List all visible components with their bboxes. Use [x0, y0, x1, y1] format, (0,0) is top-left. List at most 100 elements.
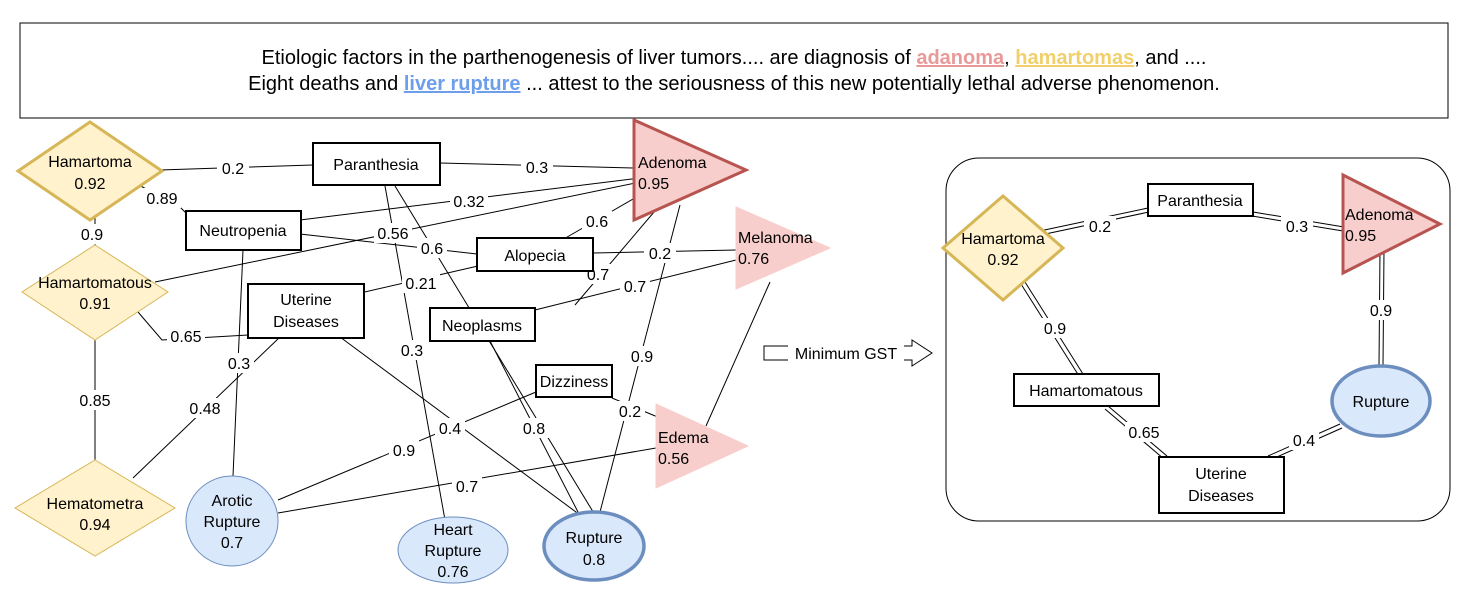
edge-label: 0.4 [1293, 433, 1315, 450]
svg-text:0.94: 0.94 [79, 517, 110, 534]
edge-label: 0.3 [526, 160, 548, 177]
node-melanoma[interactable]: Melanoma 0.76 [735, 206, 832, 290]
node-neoplasms[interactable]: Neoplasms [429, 307, 536, 342]
arrow-label: Minimum GST [795, 346, 897, 363]
svg-text:0.95: 0.95 [1345, 228, 1376, 245]
edge-label: 0.7 [456, 479, 478, 496]
sentence-box [19, 22, 1449, 119]
svg-text:Neoplasms: Neoplasms [442, 318, 522, 335]
edge-label: 0.2 [1089, 219, 1111, 236]
highlight-adanoma: adanoma [916, 47, 1005, 69]
svg-text:Arotic: Arotic [212, 493, 253, 510]
svg-text:Paranthesia: Paranthesia [1157, 193, 1242, 210]
edge-label: 0.6 [586, 214, 608, 231]
svg-text:Alopecia: Alopecia [504, 248, 565, 265]
edge-label: 0.85 [79, 393, 110, 410]
node-r-adenoma[interactable]: Adenoma 0.95 [1341, 172, 1444, 276]
node-arotic-rupture[interactable]: Arotic Rupture 0.7 [185, 475, 279, 567]
svg-text:Heart: Heart [433, 522, 473, 539]
svg-text:0.76: 0.76 [437, 564, 468, 581]
edge-label: 0.2 [222, 161, 244, 178]
highlight-hamartomas: hamartomas [1015, 47, 1134, 69]
edge-label: 0.9 [631, 349, 653, 366]
node-paranthesia[interactable]: Paranthesia [312, 142, 441, 186]
svg-text:Hematometra: Hematometra [47, 496, 144, 513]
svg-text:Rupture: Rupture [566, 530, 623, 547]
left-graph-nodes: Hamartoma 0.92 Hamartomatous 0.91 Hemato… [14, 117, 832, 584]
svg-text:0.8: 0.8 [583, 552, 605, 569]
svg-text:0.7: 0.7 [221, 535, 243, 552]
node-r-hamartomatous[interactable]: Hamartomatous [1013, 373, 1160, 407]
node-r-hamartoma[interactable]: Hamartoma 0.92 [940, 194, 1066, 302]
edge-neutropenia-alopecia [299, 233, 478, 255]
node-rupture[interactable]: Rupture 0.8 [542, 510, 646, 582]
edge-label: 0.9 [393, 443, 415, 460]
edge-label: 0.32 [453, 194, 484, 211]
edge-label: 0.2 [619, 404, 641, 421]
node-hematometra[interactable]: Hematometra 0.94 [14, 459, 176, 557]
svg-text:Hamartoma: Hamartoma [961, 231, 1045, 248]
sentence-line-2: Eight deaths and liver rupture ... attes… [248, 73, 1220, 95]
node-heart-rupture[interactable]: Heart Rupture 0.76 [397, 516, 509, 584]
svg-text:Diseases: Diseases [1188, 488, 1254, 505]
node-adenoma[interactable]: Adenoma 0.95 [632, 117, 750, 223]
svg-text:Paranthesia: Paranthesia [333, 157, 418, 174]
edge-label: 0.65 [170, 329, 201, 346]
svg-text:0.76: 0.76 [738, 251, 769, 268]
edge-label: 0.3 [1286, 219, 1308, 236]
svg-text:Hamartoma: Hamartoma [48, 154, 132, 171]
node-hamartoma[interactable]: Hamartoma 0.92 [15, 120, 165, 222]
right-graph-nodes: Hamartoma 0.92 Paranthesia Adenoma 0.95 … [940, 172, 1444, 514]
svg-text:Neutropenia: Neutropenia [199, 223, 286, 240]
edge-label: 0.9 [1044, 321, 1066, 338]
svg-text:Hamartomatous: Hamartomatous [1029, 383, 1143, 400]
node-dizziness[interactable]: Dizziness [535, 364, 613, 398]
svg-text:Adenoma: Adenoma [638, 155, 707, 172]
node-uterine-diseases[interactable]: Uterine Diseases [247, 283, 365, 339]
svg-text:0.95: 0.95 [638, 176, 669, 193]
edge-label: 0.9 [81, 227, 103, 244]
edge-label: 0.21 [405, 276, 436, 293]
svg-text:Hamartomatous: Hamartomatous [38, 275, 152, 292]
edge-label: 0.9 [1370, 303, 1392, 320]
right-graph-edge-labels: 0.2 0.3 0.9 0.9 0.65 0.4 [1040, 216, 1396, 450]
edge-label: 0.8 [523, 421, 545, 438]
svg-text:Melanoma: Melanoma [738, 230, 813, 247]
node-edema[interactable]: Edema 0.56 [655, 403, 750, 489]
edge-label: 0.65 [1128, 425, 1159, 442]
edge-neoplasms-adenoma [574, 204, 661, 306]
sentence-line-1: Etiologic factors in the parthenogenesis… [262, 47, 1207, 69]
svg-text:0.92: 0.92 [74, 176, 105, 193]
svg-text:Adenoma: Adenoma [1345, 207, 1414, 224]
edge-label: 0.6 [421, 241, 443, 258]
svg-text:0.91: 0.91 [79, 296, 110, 313]
result-container [945, 157, 1451, 522]
svg-text:Diseases: Diseases [273, 314, 339, 331]
svg-text:Rupture: Rupture [1353, 394, 1410, 411]
edge-label: 0.48 [189, 401, 220, 418]
edge-label: 0.4 [439, 421, 461, 438]
node-r-paranthesia[interactable]: Paranthesia [1147, 183, 1254, 217]
edge-label: 0.7 [624, 279, 646, 296]
edge-label: 0.89 [146, 191, 177, 208]
svg-text:Uterine: Uterine [1195, 466, 1247, 483]
svg-text:Uterine: Uterine [280, 292, 332, 309]
svg-text:Dizziness: Dizziness [540, 374, 608, 391]
svg-text:Edema: Edema [658, 430, 709, 447]
node-r-uterine-diseases[interactable]: Uterine Diseases [1158, 456, 1285, 514]
edge-hamartomatous-uterine [131, 304, 249, 341]
node-neutropenia[interactable]: Neutropenia [185, 210, 302, 251]
edge-label: 0.2 [649, 246, 671, 263]
svg-text:0.92: 0.92 [987, 252, 1018, 269]
left-graph-edge-labels: 0.2 0.3 0.89 0.32 0.9 0.56 0.6 0.6 0.2 0… [76, 157, 676, 496]
minimum-gst-arrow: Minimum GST [763, 339, 933, 367]
highlight-liver-rupture: liver rupture [404, 73, 521, 95]
node-hamartomatous[interactable]: Hamartomatous 0.91 [21, 244, 169, 341]
edge-label: 0.56 [377, 226, 408, 243]
node-alopecia[interactable]: Alopecia [476, 237, 594, 272]
node-r-rupture[interactable]: Rupture [1330, 364, 1432, 438]
edge-label: 0.3 [228, 356, 250, 373]
svg-text:Rupture: Rupture [204, 514, 261, 531]
edge-melanoma-edema [705, 281, 771, 427]
